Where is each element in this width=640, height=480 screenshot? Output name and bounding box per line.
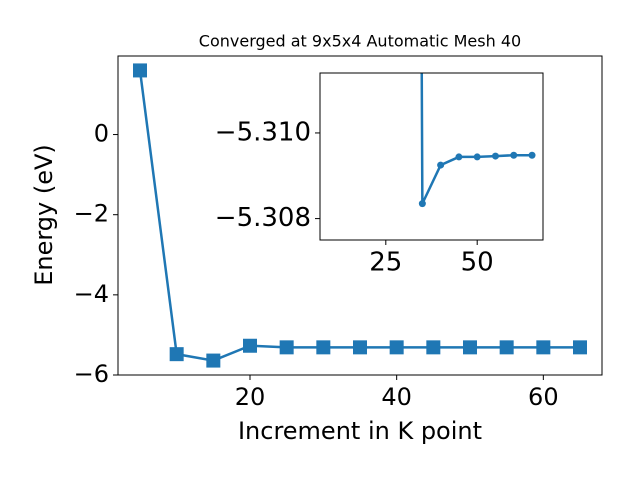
marker: [437, 161, 445, 169]
marker: [528, 151, 536, 159]
axes-frame: [117, 55, 603, 376]
chart-title: Converged at 9x5x4 Automatic Mesh 40: [199, 32, 521, 51]
marker: [473, 153, 481, 161]
y-tick-label: −4: [74, 280, 109, 308]
marker: [573, 340, 587, 355]
x-tick-label: 20: [235, 383, 266, 411]
marker: [418, 200, 426, 208]
y-tick-label: 0: [94, 120, 109, 148]
marker: [491, 152, 499, 160]
marker: [455, 153, 463, 161]
axes-frame: [319, 72, 544, 241]
y-tick-label: −6: [74, 360, 109, 388]
marker: [426, 340, 441, 355]
marker: [169, 347, 184, 362]
y-tick-label: −2: [74, 200, 109, 228]
x-tick-label: 60: [528, 383, 559, 411]
marker: [389, 340, 404, 355]
marker: [499, 340, 514, 355]
x-tick-label: 25: [369, 248, 402, 278]
marker: [536, 340, 551, 355]
marker: [279, 340, 294, 355]
y-tick-label: −5.308: [215, 203, 311, 233]
y-tick-label: −5.310: [215, 117, 311, 147]
y-axis-label: Energy (eV): [30, 144, 58, 286]
marker: [510, 151, 518, 159]
x-tick-label: 40: [381, 383, 412, 411]
x-tick-label: 50: [461, 248, 494, 278]
marker: [316, 340, 331, 355]
marker: [133, 63, 147, 78]
marker: [206, 353, 221, 368]
x-axis-label: Increment in K point: [238, 417, 482, 445]
marker: [463, 340, 477, 355]
marker: [243, 338, 257, 353]
marker: [353, 340, 367, 355]
